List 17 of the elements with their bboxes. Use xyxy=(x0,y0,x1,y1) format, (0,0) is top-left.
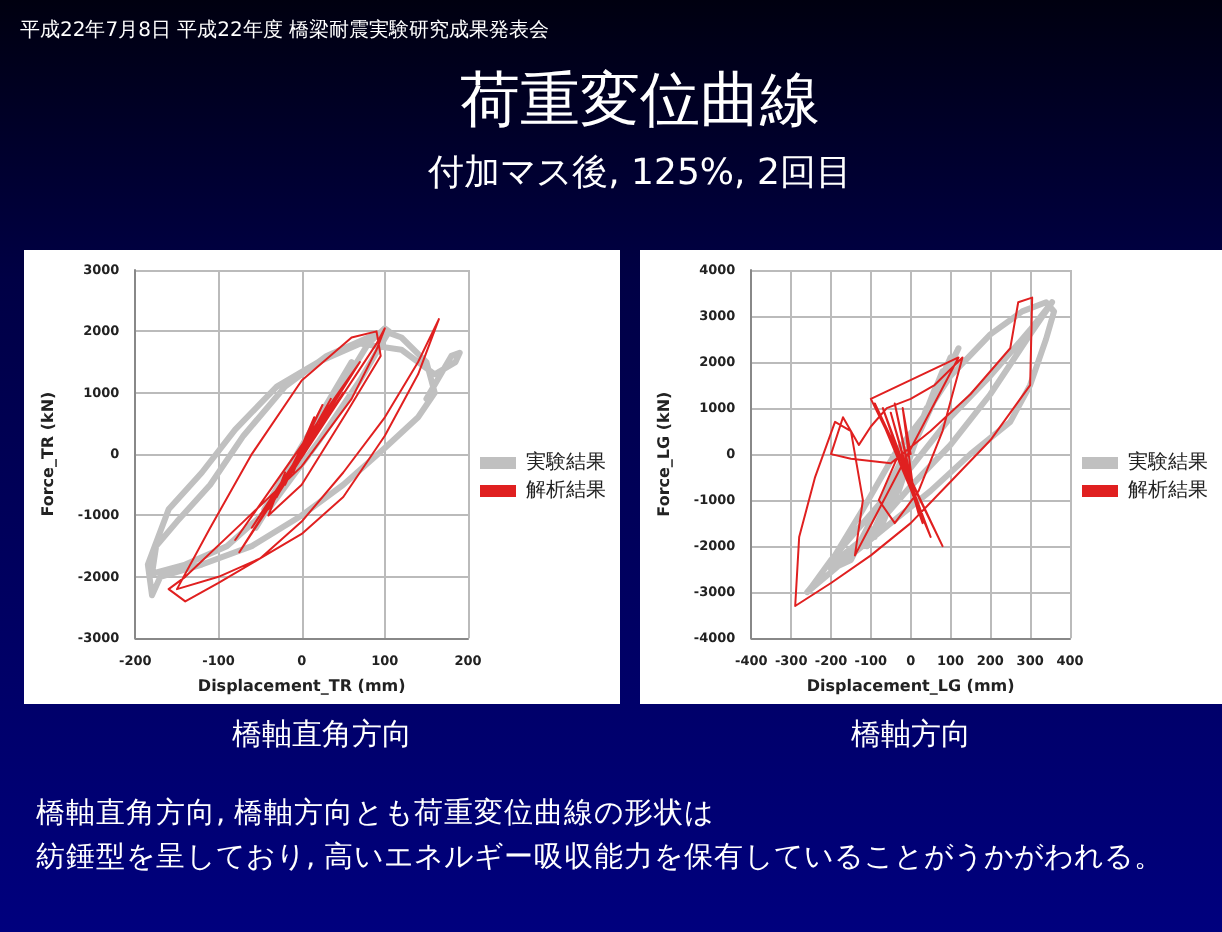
legend-label: 実験結果 xyxy=(1128,450,1208,474)
text: 荷重変位曲線 xyxy=(458,64,822,140)
text: 橋軸直角方向 xyxy=(230,716,414,754)
legend-label: 実験結果 xyxy=(526,450,606,474)
text: 橋軸直角方向, 橋軸方向とも荷重変位曲線の形状は xyxy=(36,795,715,832)
line-series xyxy=(167,318,440,603)
y-axis-title: Force_LG (kN) xyxy=(655,391,673,517)
text: 紡錘型を呈しており, 高いエネルギー吸収能力を保有していることがうかがわれる。 xyxy=(36,839,1165,876)
x-axis-title: Displacement_TR (mm) xyxy=(197,677,406,695)
line-series xyxy=(794,296,1034,607)
text: 平成22年7月8日 平成22年度 橋梁耐震実験研究成果発表会 xyxy=(20,17,550,44)
text: 橋軸方向 xyxy=(849,716,973,754)
legend-label: 解析結果 xyxy=(526,478,606,502)
legend-label: 解析結果 xyxy=(1128,478,1208,502)
y-axis-title: Force_TR (kN) xyxy=(39,391,57,517)
text: 付加マス後, 125%, 2回目 xyxy=(426,150,854,196)
x-axis-title: Displacement_LG (mm) xyxy=(806,677,1015,695)
